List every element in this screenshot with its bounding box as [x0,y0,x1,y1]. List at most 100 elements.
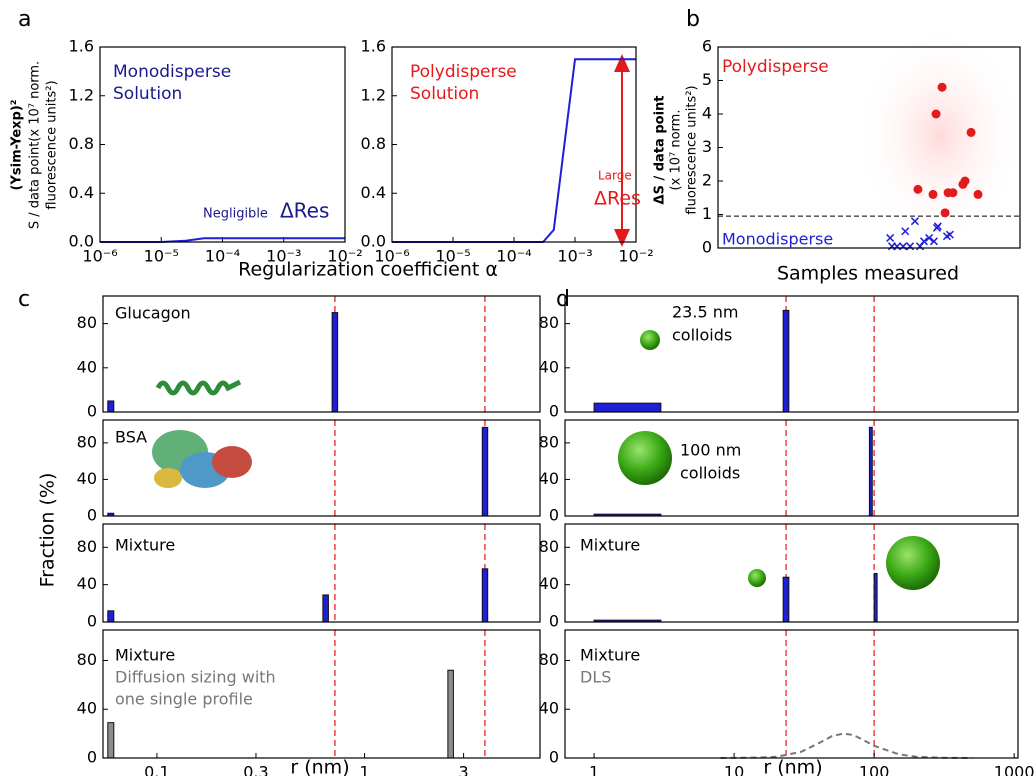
y-tick-label: 80 [539,537,559,556]
bar [107,400,115,413]
panel-label: d [556,287,570,312]
x-tick-label: 100 [859,763,890,776]
y-tick-label: 0.8 [69,134,94,153]
y-tick-label: 80 [77,432,97,451]
point [910,217,919,226]
annotation: ΔRes [280,199,329,223]
plot-frame [102,629,541,759]
point [928,189,938,199]
point [906,242,915,251]
plot-frame [99,46,346,243]
glucagon-structure [155,379,242,396]
x-tick-label: 10⁻³ [266,247,301,266]
y-tick-label: 1.2 [69,85,94,104]
y-tick-label: 40 [539,574,559,593]
y-tick-label: 1.2 [361,85,386,104]
annotation: Mixture [580,536,640,555]
panel-label: a [18,7,31,32]
y-axis-label: (x 10⁷ norm. [669,110,684,191]
point [913,184,923,194]
x-tick-label: 1000 [994,763,1035,776]
y-tick-label: 0.0 [361,232,386,251]
point [945,230,954,239]
y-tick-label: 0 [87,506,97,525]
y-tick-label: 0 [702,238,712,257]
bar [873,572,878,623]
plot-frame [564,419,1019,517]
y-tick-label: 40 [77,357,97,376]
y-tick-label: 0 [87,612,97,631]
plot-frame [564,295,1019,413]
series-line [720,732,973,759]
point [940,208,950,218]
annotation: Mixture [115,646,175,665]
glow [855,25,1025,245]
point [916,242,925,251]
plot-frame [391,46,637,243]
x-tick-label: 10⁻⁶ [374,247,409,266]
panel-label: b [686,7,700,32]
annotation: ΔRes [594,188,641,210]
x-tick-label: 1 [589,763,599,776]
point [893,242,902,251]
y-tick-label: 80 [77,313,97,332]
y-tick-label: 40 [77,574,97,593]
colloid-icon [886,536,940,590]
y-tick-label: 0 [549,506,559,525]
annotation: Solution [410,84,479,104]
plot-frame [564,629,1019,759]
point [973,189,983,199]
x-tick-label: 10⁻⁶ [82,247,117,266]
y-tick-label: 5 [702,70,712,89]
plot-frame [564,523,1019,623]
x-tick-label: 10 [724,763,744,776]
annotation: Solution [113,84,182,104]
bar [782,309,790,413]
plot-frame [102,523,541,623]
point [886,233,895,242]
x-tick-label: 10⁻⁴ [496,247,531,266]
y-tick-label: 0 [87,748,97,767]
annotation: BSA [115,428,147,447]
x-tick-label: 10⁻³ [557,247,592,266]
annotation: 100 nm [680,441,741,460]
y-tick-label: 40 [77,699,97,718]
annotation: 23.5 nm [672,303,738,322]
y-tick-label: 80 [539,650,559,669]
point [919,237,928,246]
y-tick-label: 80 [77,650,97,669]
bar [782,576,790,623]
point [937,82,947,92]
point [948,188,958,198]
y-tick-label: 4 [702,104,712,123]
bar [331,312,339,413]
y-axis-label: ΔS / data point [653,96,668,205]
x-tick-label: 3 [459,763,469,776]
y-tick-label: 6 [702,37,712,56]
annotation: Mixture [115,536,175,555]
y-tick-label: 0 [549,402,559,421]
y-axis-label: fluorescence units²) [685,85,700,214]
y-tick-label: 40 [77,469,97,488]
annotation: Monodisperse [722,230,833,249]
x-axis-label: r (nm) [290,757,349,776]
y-tick-label: 1 [702,204,712,223]
x-tick-label: 10⁻⁴ [205,247,240,266]
x-tick-label: 1 [359,763,369,776]
point [929,237,938,246]
annotation: Glucagon [115,304,191,323]
annotation: Negligible [203,207,268,222]
colloid-icon [748,569,766,587]
annotation: Large [598,169,632,183]
y-axis-label: (Ysim-Yexp)² [10,100,25,191]
y-tick-label: 3 [702,137,712,156]
y-tick-label: 40 [539,357,559,376]
x-axis-label: Samples measured [777,263,959,285]
y-tick-label: 0.4 [361,183,386,202]
bar [481,568,489,623]
annotation: Mixture [580,646,640,665]
y-tick-label: 0.0 [69,232,94,251]
y-tick-label: 0 [549,612,559,631]
annotation: Monodisperse [113,62,231,82]
